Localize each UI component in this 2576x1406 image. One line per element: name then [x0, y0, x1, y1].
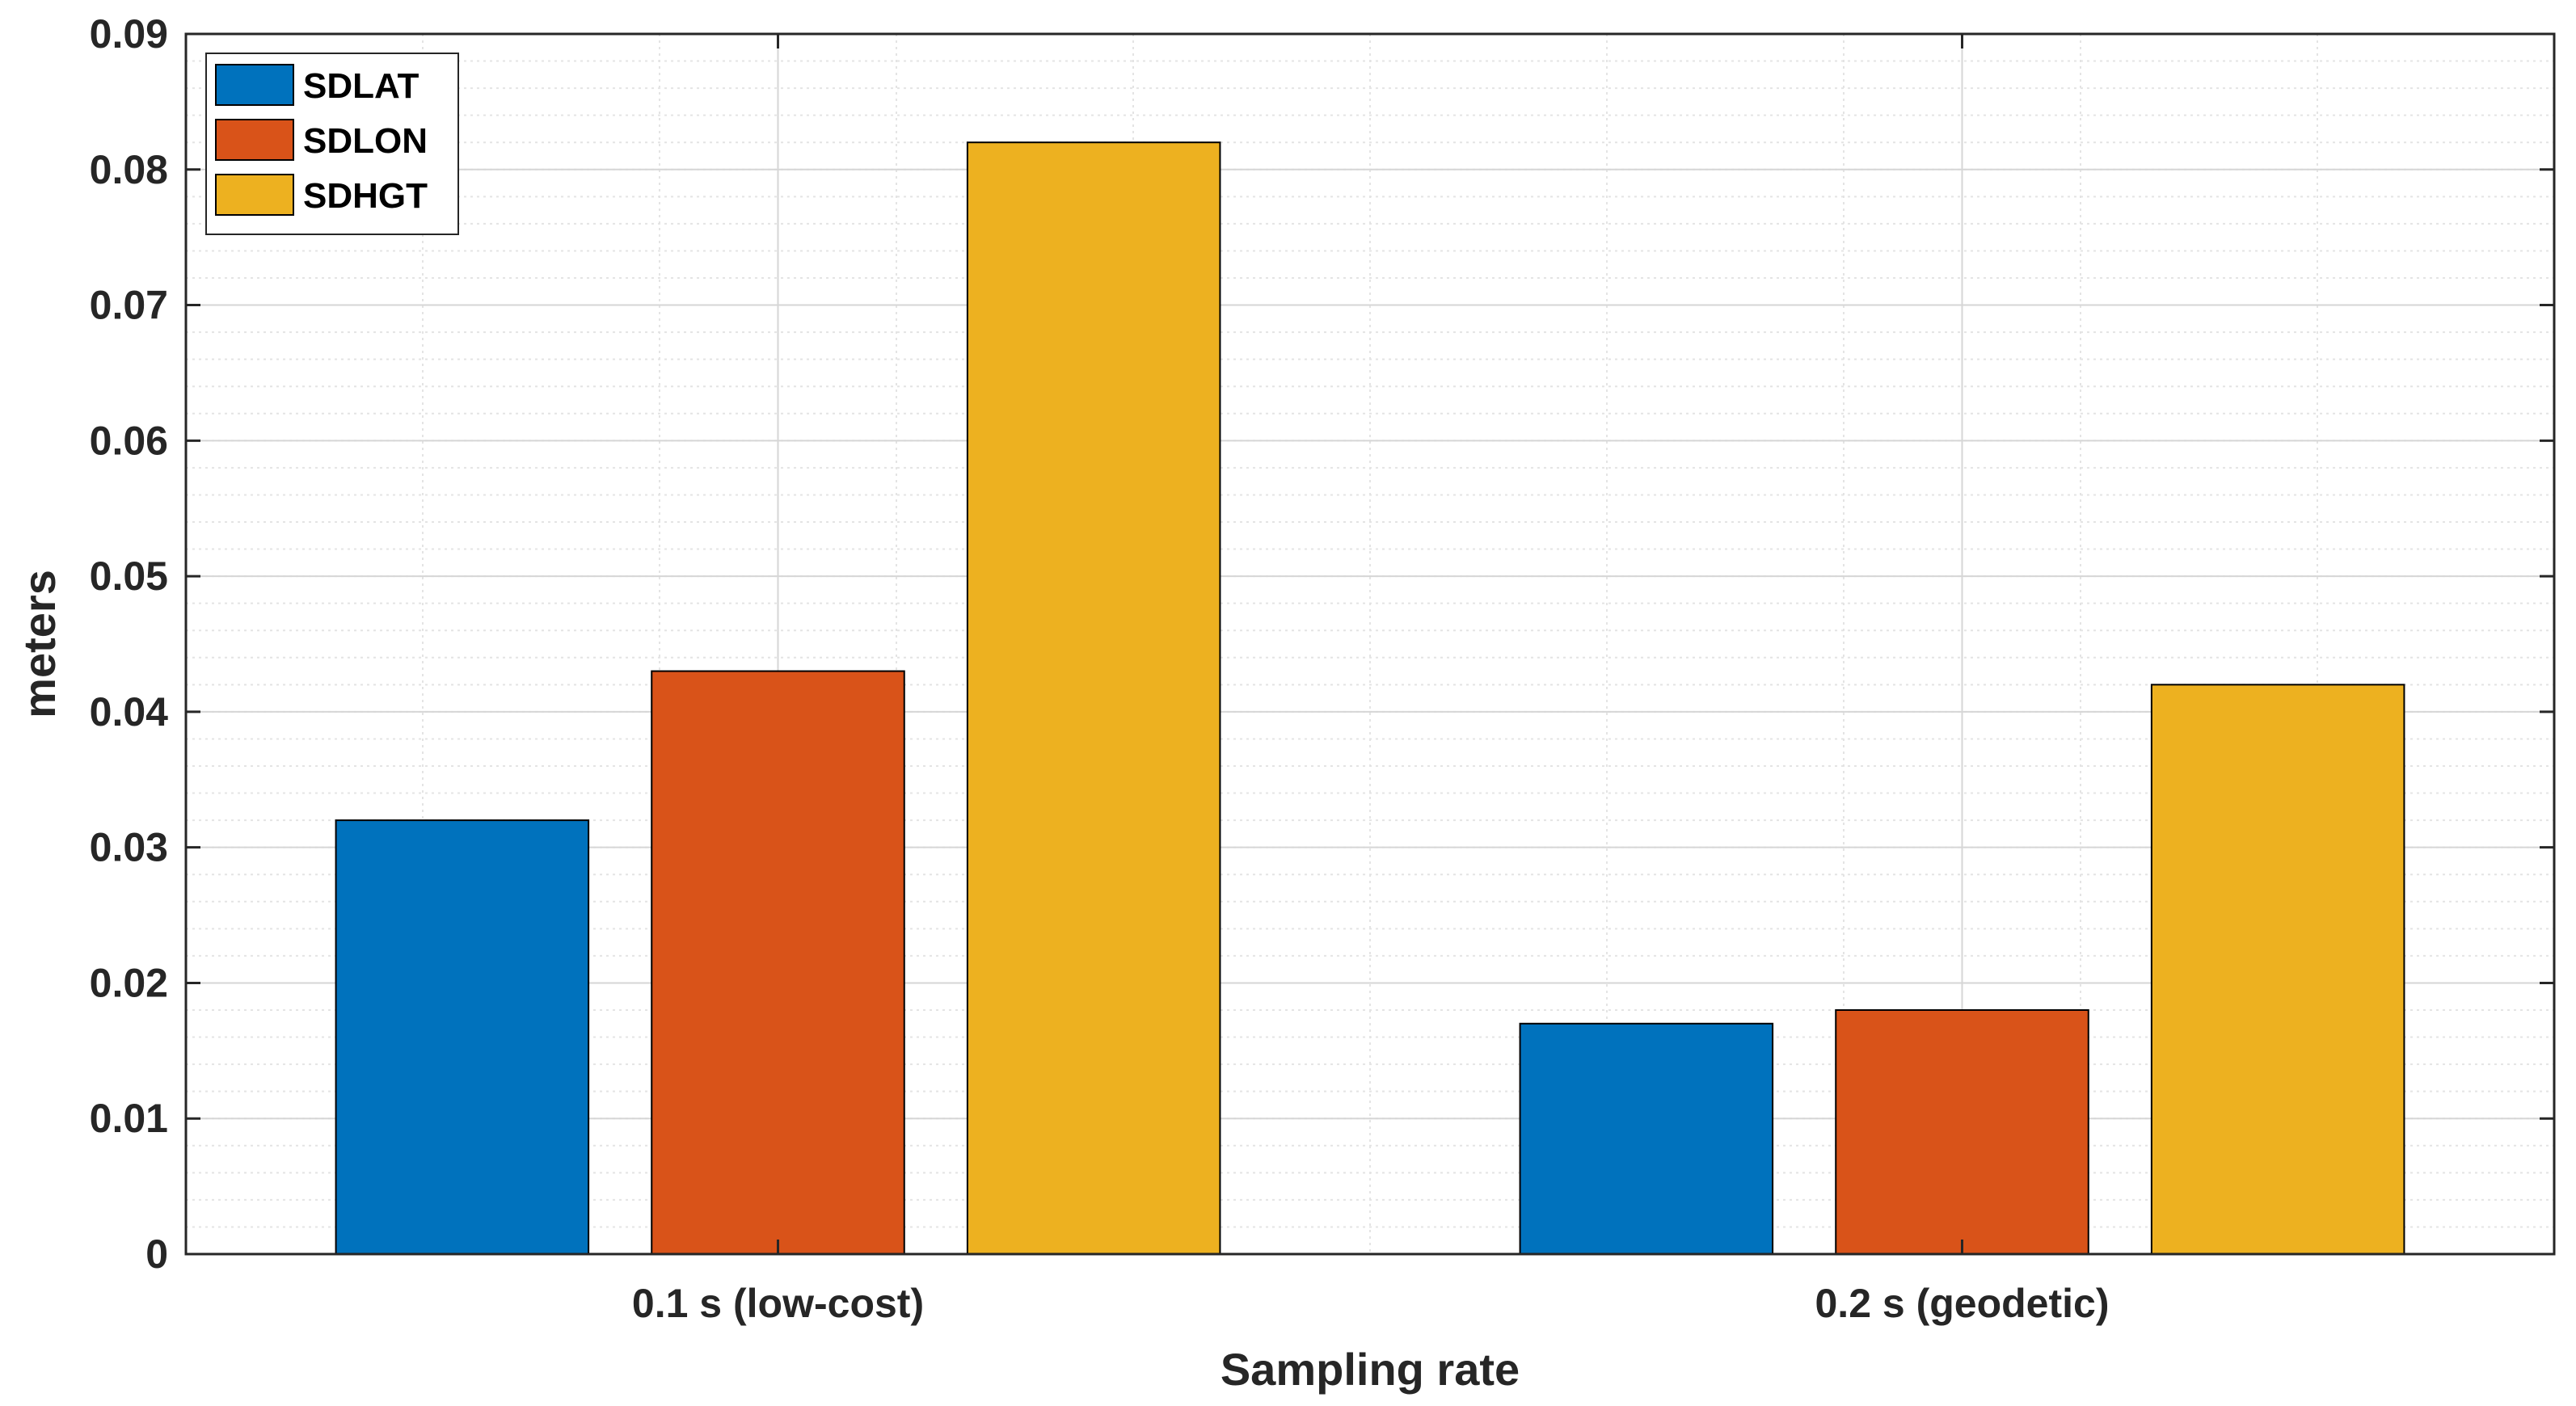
- y-tick-label: 0.08: [90, 147, 168, 192]
- y-tick-label: 0.07: [90, 283, 168, 328]
- x-axis-label: Sampling rate: [1221, 1344, 1520, 1395]
- x-tick-labels: 0.1 s (low-cost) 0.2 s (geodetic): [632, 1281, 2110, 1326]
- y-tick-labels: 0 0.01 0.02 0.03 0.04 0.05 0.06 0.07 0.08 0.09: [90, 11, 169, 1277]
- legend-swatch-sdlon: [215, 119, 294, 161]
- y-tick-label: 0: [145, 1231, 168, 1277]
- legend-swatch-sdhgt: [215, 174, 294, 216]
- tick-marks: [186, 32, 2554, 1256]
- bar-sdlon-2: [1835, 1009, 2089, 1255]
- plot-area-border: [184, 32, 2556, 1256]
- x-tick-label: 0.2 s (geodetic): [1815, 1281, 2110, 1326]
- bar-sdhgt-1: [966, 141, 1221, 1256]
- x-tick-label: 0.1 s (low-cost): [632, 1281, 924, 1326]
- y-tick-label: 0.02: [90, 960, 168, 1005]
- y-tick-label: 0.03: [90, 825, 168, 870]
- legend-swatch-sdlat: [215, 64, 294, 106]
- y-axis-label: meters: [14, 570, 65, 718]
- bars: [335, 141, 2405, 1256]
- y-tick-label: 0.05: [90, 554, 168, 599]
- bar-sdlat-1: [335, 819, 590, 1255]
- legend-label-sdlat: SDLAT: [303, 66, 419, 106]
- bar-sdlat-2: [1519, 1022, 1774, 1256]
- bar-sdlon-1: [651, 670, 905, 1255]
- y-tick-label: 0.04: [90, 689, 169, 735]
- y-tick-label: 0.06: [90, 418, 168, 463]
- y-tick-label: 0.09: [90, 11, 168, 57]
- y-tick-label: 0.01: [90, 1096, 168, 1141]
- legend-label-sdhgt: SDHGT: [303, 176, 428, 216]
- legend-label-sdlon: SDLON: [303, 121, 428, 161]
- legend[interactable]: SDLAT SDLON SDHGT: [205, 53, 459, 235]
- bar-sdhgt-2: [2150, 684, 2405, 1255]
